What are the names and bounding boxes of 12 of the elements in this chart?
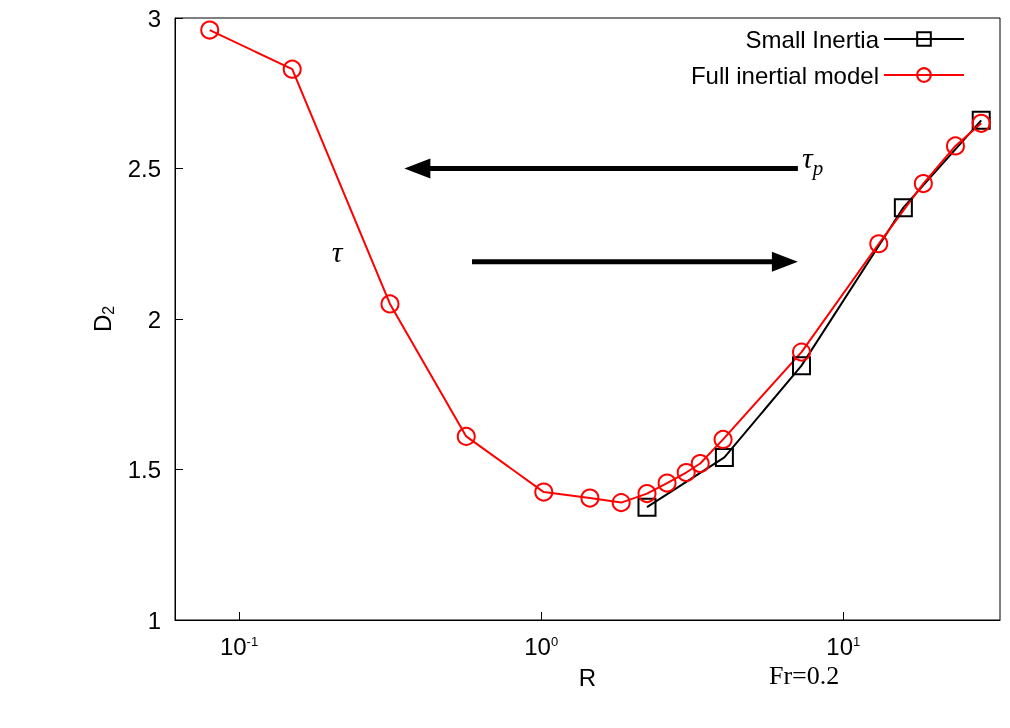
- annotation: τ$_{p}$: [802, 141, 824, 182]
- y-tick-label: 2: [147, 305, 161, 333]
- legend-label: Small Inertia: [745, 25, 880, 53]
- y-tick-label: 1: [147, 606, 161, 634]
- legend-label: Full inertial model: [690, 61, 879, 89]
- y-tick-label: 3: [147, 4, 161, 32]
- x-axis-title: R: [578, 663, 597, 691]
- y-tick-label: 1.5: [127, 456, 161, 483]
- text: Fr=0.2: [769, 661, 840, 692]
- y-tick-label: 2.5: [127, 155, 161, 182]
- annotation: τ: [331, 234, 343, 269]
- y-axis-title: D2: [89, 305, 118, 333]
